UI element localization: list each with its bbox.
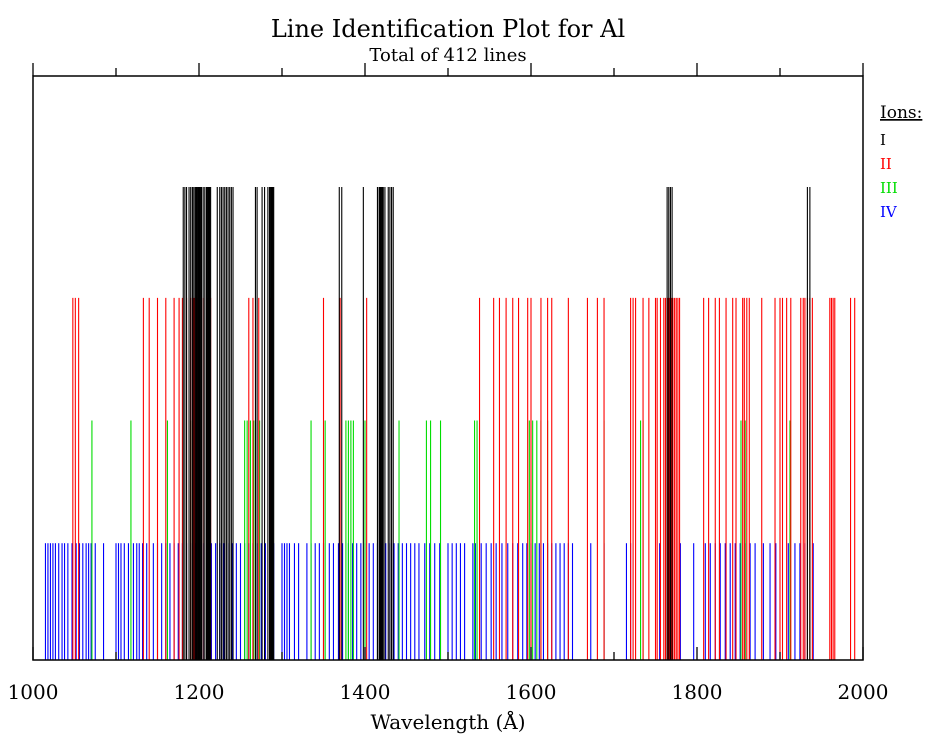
legend-entry-III: III bbox=[880, 179, 898, 197]
chart-title: Line Identification Plot for Al bbox=[271, 15, 625, 43]
legend-entry-IV: IV bbox=[880, 203, 898, 221]
series-II-lines bbox=[72, 297, 856, 660]
series-I-lines bbox=[182, 186, 811, 660]
legend-entry-I: I bbox=[880, 131, 886, 149]
spectral-lines bbox=[44, 186, 856, 660]
x-tick-label: 1400 bbox=[340, 680, 391, 704]
axis-ticks bbox=[32, 63, 864, 660]
legend-entry-II: II bbox=[880, 155, 892, 173]
x-axis-label: Wavelength (Å) bbox=[370, 709, 525, 734]
x-tick-label: 1600 bbox=[506, 680, 557, 704]
x-tick-label: 1000 bbox=[8, 680, 59, 704]
x-tick-label: 1200 bbox=[174, 680, 225, 704]
legend-title: Ions: bbox=[880, 103, 922, 123]
x-tick-labels: 1000 1200 1400 1600 1800 2000 bbox=[8, 680, 889, 704]
x-tick-label: 2000 bbox=[838, 680, 889, 704]
x-tick-label: 1800 bbox=[672, 680, 723, 704]
series-IV-lines bbox=[44, 543, 814, 660]
chart-subtitle: Total of 412 lines bbox=[369, 45, 526, 66]
